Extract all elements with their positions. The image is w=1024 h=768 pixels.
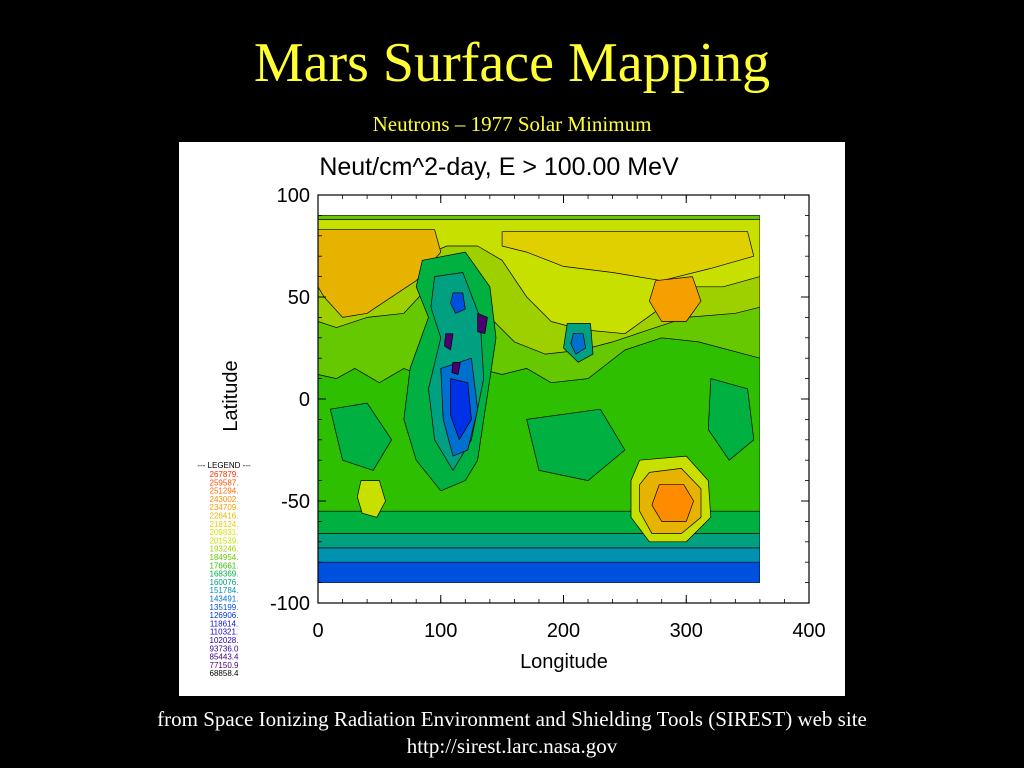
legend-entry: 68858.4 [210, 669, 239, 678]
contour-region-elysium-core [570, 333, 586, 355]
legend-entry: 184954. [210, 553, 239, 562]
x-tick-label: 400 [792, 620, 825, 642]
y-axis-label: Latitude [220, 360, 242, 431]
contour-region-olympus [450, 292, 466, 314]
contour-map [318, 215, 760, 583]
legend-entry: 102028. [210, 636, 239, 645]
source-credit: from Space Ionizing Radiation Environmen… [0, 706, 1024, 760]
source-url: http://sirest.larc.nasa.gov [406, 734, 618, 758]
legend-entry: 93736.0 [210, 644, 239, 653]
legend-entry: 201539. [210, 536, 239, 545]
contour-region-argyre [356, 480, 386, 518]
legend-entry: 160076. [210, 578, 239, 587]
legend-entry: 118614. [210, 619, 238, 628]
legend-entry: 193246. [210, 545, 239, 554]
legend-entry: 267879. [210, 470, 239, 479]
legend-entry: 85443.4 [210, 653, 239, 662]
x-tick-label: 200 [547, 620, 580, 642]
legend-entry: 251294. [210, 487, 239, 496]
contour-region-north-orange-east [649, 276, 702, 322]
legend-entry: 218124. [210, 520, 239, 529]
x-tick-label: 300 [670, 620, 703, 642]
legend: 267879.259587.251294.243002.234709.22641… [210, 470, 239, 678]
legend-entry: 226416. [210, 512, 239, 521]
axis-ticks: 0 100 200 300 400 100 50 0 -50 -100 [270, 185, 826, 642]
x-tick-label: 0 [312, 620, 323, 642]
legend-entry: 209831. [210, 528, 239, 537]
legend-entry: 143491. [210, 595, 239, 604]
y-tick-label: 100 [277, 185, 310, 207]
contour-region-east-green-patch [707, 378, 755, 461]
contour-region-north-orange-west [318, 229, 442, 318]
legend-entry: 234709. [210, 503, 239, 512]
slide-title: Mars Surface Mapping [253, 32, 771, 94]
contour-region-dark-2 [444, 333, 454, 351]
legend-entry: 126906. [210, 611, 239, 620]
legend-entry: 168369. [210, 570, 239, 579]
contour-region-tharsis-blue-2 [450, 378, 472, 441]
legend-entry: 259587. [210, 478, 239, 487]
y-tick-label: -100 [270, 593, 310, 615]
y-tick-label: 50 [288, 287, 310, 309]
legend-entry: 135199. [210, 603, 239, 612]
contour-region-mid-green-patch [526, 408, 626, 481]
contour-region-south-band-4 [318, 561, 760, 583]
y-tick-label: -50 [281, 491, 310, 513]
legend-title: --- LEGEND --- [197, 461, 251, 470]
y-tick-label: 0 [299, 389, 310, 411]
legend-entry: 151784. [210, 586, 239, 595]
contour-region-polar-edge [318, 215, 760, 220]
slide-subtitle: Neutrons – 1977 Solar Minimum [372, 112, 652, 136]
x-tick-label: 100 [424, 620, 457, 642]
neutron-map-chart: Neut/cm^2-day, E > 100.00 MeV 0 100 200 300… [197, 153, 826, 678]
contour-region-dark-3 [451, 361, 461, 375]
contour-region-north-orange-mid [501, 231, 755, 282]
neutron-map-figure: Neut/cm^2-day, E > 100.00 MeV 0 100 200 300… [179, 142, 845, 696]
legend-entry: 176661. [210, 561, 239, 570]
chart-title: Neut/cm^2-day, E > 100.00 MeV [319, 153, 679, 181]
source-credit-text: from Space Ionizing Radiation Environmen… [157, 707, 867, 731]
legend-entry: 110321. [210, 628, 238, 637]
legend-entry: 77150.9 [210, 661, 239, 670]
legend-entry: 243002. [210, 495, 239, 504]
x-axis-label: Longitude [520, 651, 608, 673]
contour-region-west-green-patch [329, 402, 392, 471]
contour-region-dark-1 [477, 312, 488, 335]
contour-region-hellas-core [651, 484, 694, 522]
